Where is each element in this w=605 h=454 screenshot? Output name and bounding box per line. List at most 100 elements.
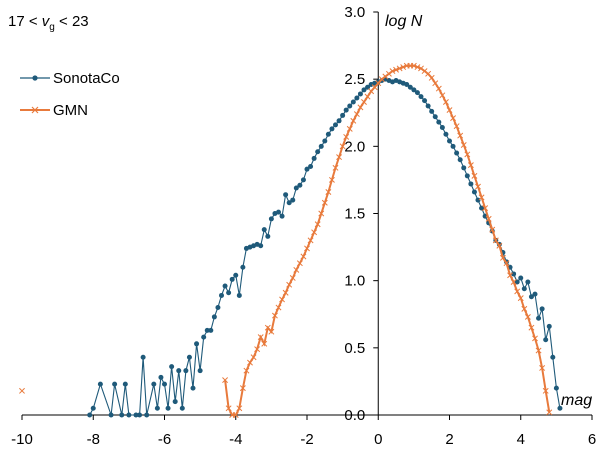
data-point <box>421 68 428 75</box>
data-point <box>222 377 229 384</box>
series-gmn <box>19 62 553 418</box>
data-point <box>422 98 428 104</box>
data-point <box>279 296 286 303</box>
data-point <box>329 126 335 132</box>
data-point <box>108 412 114 418</box>
data-point <box>496 242 503 249</box>
data-point <box>524 313 531 320</box>
data-point <box>389 68 396 75</box>
condition-sub: g <box>49 22 55 33</box>
data-point <box>357 104 364 111</box>
data-point <box>518 275 524 281</box>
data-point <box>190 385 196 391</box>
data-point <box>532 291 538 297</box>
data-point <box>186 354 192 360</box>
data-point <box>340 112 346 118</box>
data-point <box>414 90 420 96</box>
data-point <box>453 123 460 130</box>
data-point <box>339 143 346 150</box>
data-point <box>507 272 514 279</box>
data-point <box>460 142 467 148</box>
y-tick-labels: 0.0 0.5 1.0 1.5 2.0 2.5 3.0 <box>344 4 379 424</box>
legend-label-sonotaco: SonotaCo <box>53 70 120 87</box>
data-point <box>208 327 214 333</box>
data-point <box>325 131 331 137</box>
series-line-gmn <box>224 64 551 416</box>
data-point <box>385 70 392 77</box>
data-point <box>204 327 210 333</box>
legend-item-sonotaco: SonotaCo <box>20 70 120 87</box>
data-point <box>471 172 478 179</box>
data-point <box>321 199 328 206</box>
data-point <box>279 213 285 219</box>
data-point <box>183 368 189 374</box>
data-point <box>126 412 132 418</box>
legend-marker-sonotaco <box>32 75 38 81</box>
data-point <box>293 266 300 273</box>
data-point <box>307 237 314 244</box>
series-line-sonotaco <box>89 78 561 416</box>
data-point <box>137 412 143 418</box>
data-point <box>447 138 452 144</box>
data-point <box>169 364 175 370</box>
x-tick-label: -8 <box>87 431 100 448</box>
data-point <box>290 197 296 203</box>
data-point <box>353 111 360 118</box>
data-point <box>232 412 239 418</box>
data-point <box>304 245 310 252</box>
data-point <box>478 194 485 201</box>
data-point <box>378 76 385 83</box>
data-point <box>261 227 267 233</box>
data-point <box>165 405 171 411</box>
data-point <box>315 149 321 155</box>
data-point <box>450 115 457 122</box>
data-point <box>236 405 243 412</box>
data-point <box>275 304 282 311</box>
condition-label: 17 < vg < 23 <box>8 13 89 33</box>
data-point <box>179 405 185 411</box>
y-tick-label: 0.0 <box>344 407 365 424</box>
data-point <box>536 315 542 321</box>
x-tick-label: -2 <box>300 431 313 448</box>
data-point <box>457 132 464 139</box>
data-point <box>233 272 239 278</box>
data-point <box>304 166 310 172</box>
x-tick-label: 6 <box>588 431 596 448</box>
condition-suffix: < 23 <box>55 13 89 30</box>
data-point <box>347 103 353 109</box>
data-point <box>276 209 281 215</box>
data-point <box>443 131 449 137</box>
data-point <box>457 157 463 163</box>
data-point <box>364 93 371 100</box>
data-point <box>468 181 474 187</box>
data-point <box>439 125 445 131</box>
data-point <box>268 216 274 222</box>
data-point <box>97 381 103 387</box>
condition-var: v <box>42 13 51 30</box>
series-sonotaco <box>87 76 563 418</box>
data-point <box>318 210 325 217</box>
data-point <box>475 183 481 190</box>
y-tick-label: 2.5 <box>344 71 365 88</box>
data-point <box>539 306 545 312</box>
data-point <box>550 354 556 360</box>
data-point <box>404 82 410 88</box>
data-point <box>450 143 456 149</box>
data-point <box>119 412 125 418</box>
y-axis-label: log N <box>385 13 423 30</box>
data-point <box>425 103 431 109</box>
y-tick-label: 1.0 <box>344 273 365 290</box>
data-point <box>300 253 307 260</box>
data-point <box>282 289 289 296</box>
condition-prefix: 17 < <box>8 13 42 30</box>
y-tick-label: 2.0 <box>344 138 365 155</box>
data-point <box>485 215 492 222</box>
data-point <box>197 368 203 374</box>
data-point <box>432 114 438 120</box>
data-point <box>532 335 538 342</box>
data-point <box>140 354 146 360</box>
data-point <box>414 64 421 71</box>
data-point <box>258 243 264 249</box>
data-point <box>361 87 367 93</box>
data-point <box>336 118 342 124</box>
